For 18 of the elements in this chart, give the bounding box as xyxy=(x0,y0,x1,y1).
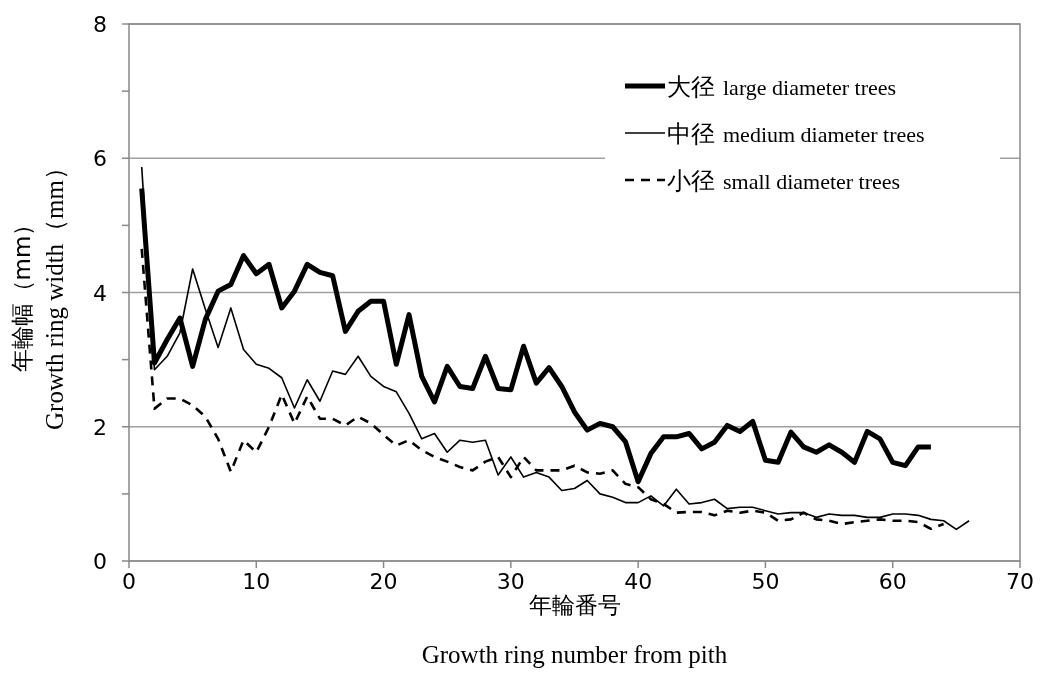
x-tick-label: 60 xyxy=(878,569,907,594)
y-tick-label: 8 xyxy=(93,12,107,37)
x-tick-label: 70 xyxy=(1006,569,1034,594)
legend-label: 中径 medium diameter trees xyxy=(667,120,925,148)
legend-label: 小径 small diameter trees xyxy=(667,167,901,195)
x-tick-label: 0 xyxy=(122,569,136,594)
y-tick-label: 4 xyxy=(93,280,107,306)
x-axis-title: 年輪番号 Growth ring number from pith xyxy=(421,592,728,668)
x-tick-label: 30 xyxy=(496,569,525,594)
x-tick-label: 50 xyxy=(751,569,780,594)
x-tick-label: 20 xyxy=(369,569,398,594)
x-tick-label: 40 xyxy=(624,569,653,594)
y-tick-label: 2 xyxy=(93,414,107,440)
legend-label: 大径 large diameter trees xyxy=(667,73,897,101)
y-tick-label: 0 xyxy=(93,549,107,574)
x-tick-label: 10 xyxy=(242,569,271,594)
y-tick-label: 6 xyxy=(93,146,107,172)
y-axis-title: 年輪幅（mm） Growth ring width（mm） xyxy=(9,155,68,430)
